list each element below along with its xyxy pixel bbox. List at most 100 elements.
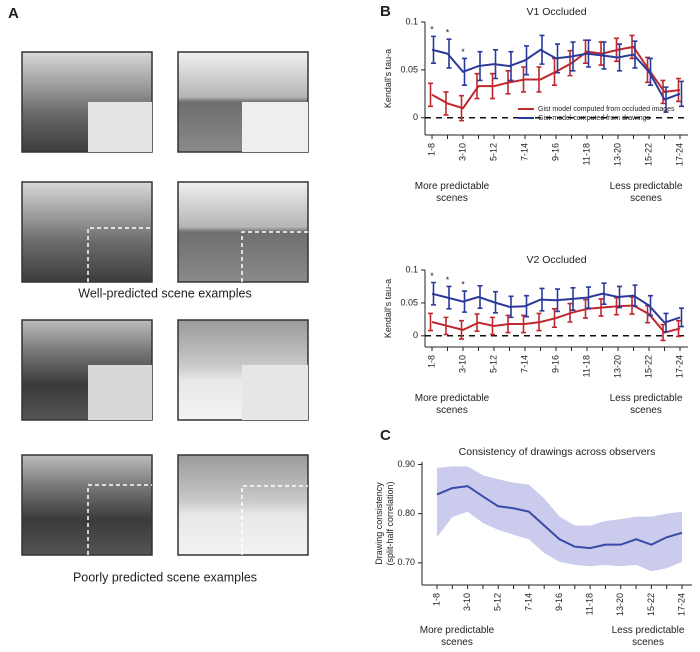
photo: [177, 454, 309, 556]
x-tick-label: 13-20: [615, 593, 625, 616]
x-note-line: More predictable: [420, 625, 495, 636]
x-note-line: scenes: [441, 637, 473, 648]
x-note-line: Less predictable: [612, 625, 685, 636]
y-tick-label: 0: [413, 330, 418, 340]
x-tick-label: 5-12: [493, 593, 503, 611]
line: [431, 45, 681, 110]
x-note-line: scenes: [630, 405, 662, 416]
x-tick-label: 11-18: [581, 143, 591, 165]
photo-dashes: [87, 484, 152, 555]
y-tick-label: 0.1: [405, 264, 418, 274]
y-axis-label-line: Kendall's tau-a: [383, 279, 393, 338]
line: [431, 48, 681, 101]
error-bar: [446, 38, 452, 69]
x-tick-label: 9-16: [554, 593, 564, 611]
error-bar: [428, 312, 433, 332]
error-bar: [660, 323, 666, 342]
chart-title: V2 Occluded: [526, 254, 586, 266]
error-bar: [660, 79, 666, 105]
y-axis-label-line: (split-half correlation): [385, 481, 395, 565]
panel-label: A: [8, 5, 19, 22]
x-tick-label: 3-10: [462, 593, 472, 611]
chart-title: Consistency of drawings across observers: [459, 446, 656, 458]
error-bar: [632, 40, 638, 69]
photo-dashes: [241, 485, 308, 555]
y-axis-label-line: Kendall's tau-a: [383, 49, 393, 108]
x-tick-label: 7-14: [523, 593, 533, 611]
x-tick-label: 7-14: [519, 355, 529, 373]
x-note: More predictable scenes: [415, 393, 490, 416]
x-tick-label: 3-10: [457, 143, 467, 161]
legend-label: Gist model computed from occluded images: [538, 106, 675, 113]
significance-marker: *: [461, 47, 465, 57]
y-tick-label: 0.70: [397, 557, 415, 567]
significance-marker: *: [446, 28, 450, 38]
error-bar: [679, 307, 684, 328]
error-bar: [648, 57, 653, 87]
significance-marker: *: [446, 275, 450, 285]
y-axis-label: Kendall's tau-a: [383, 279, 393, 338]
chart-title: V1 Occluded: [526, 6, 586, 18]
x-note-line: Less predictable: [610, 181, 683, 192]
band: [437, 466, 682, 572]
x-tick-label: 11-18: [581, 355, 591, 377]
x-tick-label: 5-12: [488, 355, 498, 373]
x-note-line: scenes: [630, 193, 662, 204]
photo-dashes: [87, 227, 152, 282]
error-bar: [679, 80, 684, 108]
x-note: More predictable scenes: [420, 625, 495, 648]
error-bar: [428, 82, 433, 108]
x-note-line: scenes: [632, 637, 664, 648]
x-tick-label: 9-16: [550, 355, 560, 373]
photo-overlay: [88, 102, 152, 152]
significance-marker: *: [461, 279, 465, 289]
x-tick-label: 5-12: [488, 143, 498, 161]
photo-overlay: [242, 102, 308, 152]
x-tick-label: 13-20: [612, 355, 622, 378]
panel-label: C: [380, 427, 391, 444]
x-tick-label: 1-8: [426, 355, 436, 368]
x-tick-label: 1-8: [426, 143, 436, 156]
y-tick-label: 0.90: [397, 459, 415, 469]
x-note: Less predictable scenes: [610, 181, 683, 204]
y-tick-label: 0.1: [405, 16, 418, 26]
y-axis-label: Drawing consistency(split-half correlati…: [374, 481, 395, 565]
x-note-line: scenes: [436, 193, 468, 204]
y-tick-label: 0.05: [400, 297, 418, 307]
y-axis-label: Kendall's tau-a: [383, 49, 393, 108]
significance-marker: *: [430, 271, 434, 281]
y-tick-label: 0.80: [397, 508, 415, 518]
photo-overlay: [88, 365, 152, 420]
x-note: Less predictable scenes: [612, 625, 685, 648]
line: [436, 485, 683, 550]
x-tick-label: 13-20: [612, 143, 622, 166]
x-tick-label: 7-14: [519, 143, 529, 161]
x-tick-label: 11-18: [585, 593, 595, 615]
x-note: Less predictable scenes: [610, 393, 683, 416]
error-bar: [648, 294, 653, 317]
x-note-line: More predictable: [415, 393, 490, 404]
line: [431, 304, 681, 334]
photo-overlay: [242, 365, 308, 420]
y-tick-label: 0: [413, 112, 418, 122]
photo-dashes: [241, 231, 308, 282]
photo: [21, 454, 153, 556]
x-tick-label: 15-22: [646, 593, 656, 616]
line: [431, 292, 681, 324]
y-axis-label-line: Drawing consistency: [374, 482, 384, 565]
legend-label: Gist model computed from drawings: [538, 115, 651, 122]
x-note-line: More predictable: [415, 181, 490, 192]
caption: Well-predicted scene examples: [78, 286, 251, 300]
x-tick-label: 15-22: [643, 355, 653, 378]
panel-label: B: [380, 3, 391, 20]
significance-marker: *: [430, 25, 434, 35]
x-tick-label: 17-24: [674, 355, 684, 378]
x-tick-label: 3-10: [457, 355, 467, 373]
x-tick-label: 17-24: [674, 143, 684, 166]
x-note-line: scenes: [436, 405, 468, 416]
x-tick-label: 9-16: [550, 143, 560, 161]
x-tick-label: 17-24: [676, 593, 686, 616]
x-tick-label: 15-22: [643, 143, 653, 166]
